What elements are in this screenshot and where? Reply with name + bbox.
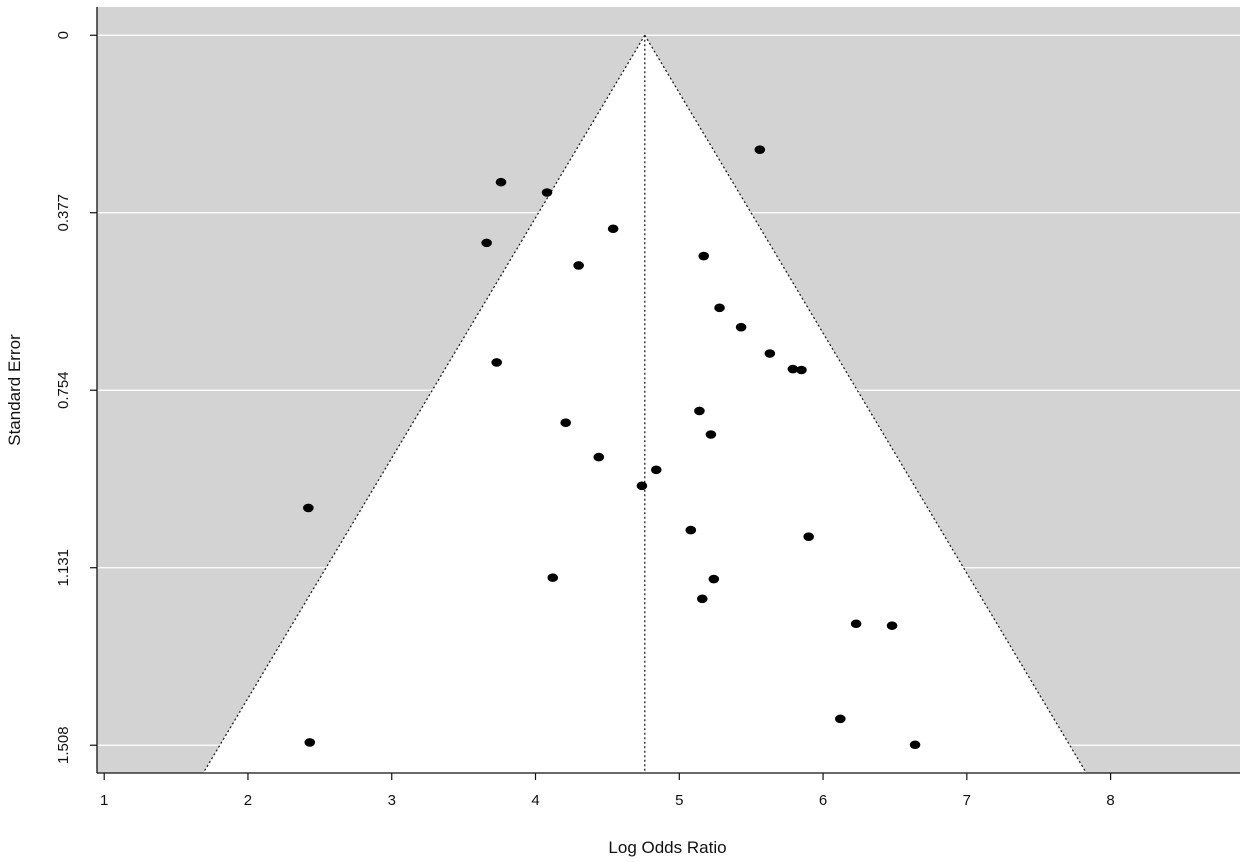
left-confidence-bound — [202, 34, 646, 774]
data-point-0 — [754, 145, 766, 154]
data-point-21 — [803, 532, 814, 541]
data-point-14 — [560, 418, 572, 428]
x-tick-label-6: 7 — [963, 792, 971, 809]
data-point-6 — [573, 261, 584, 270]
x-tick-label-5: 6 — [819, 792, 827, 809]
data-point-17 — [650, 465, 662, 475]
y-tick-label-2: 0.754 — [55, 371, 72, 409]
data-point-15 — [705, 430, 717, 439]
x-tick-label-2: 3 — [388, 792, 396, 809]
y-tick-label-1: 0.377 — [55, 194, 72, 232]
data-point-2 — [541, 188, 553, 197]
data-point-23 — [708, 574, 720, 584]
data-point-4 — [481, 238, 492, 248]
data-point-5 — [698, 251, 710, 261]
data-point-28 — [304, 738, 316, 747]
y-tick-label-0: 0 — [55, 31, 72, 39]
data-point-12 — [796, 365, 807, 375]
x-tick-label-4: 5 — [675, 792, 683, 809]
y-axis-title: Standard Error — [5, 334, 24, 446]
data-points — [303, 145, 921, 750]
data-point-29 — [909, 740, 921, 750]
y-tick-label-4: 1.508 — [55, 726, 72, 764]
data-point-26 — [886, 621, 898, 630]
right-confidence-bound — [644, 34, 1087, 774]
funnel-region — [203, 35, 1087, 774]
data-point-13 — [694, 406, 705, 416]
x-axis-ticks: 1 2 3 4 5 6 7 8 — [100, 773, 1115, 809]
x-tick-label-0: 1 — [100, 792, 108, 809]
data-point-24 — [696, 594, 708, 604]
y-axis-ticks: 0 0.377 0.754 1.131 1.508 — [55, 31, 97, 764]
data-point-22 — [547, 573, 559, 582]
x-tick-label-3: 4 — [531, 792, 539, 809]
data-point-7 — [714, 303, 725, 313]
x-tick-label-1: 2 — [244, 792, 252, 809]
data-point-3 — [607, 224, 619, 234]
data-point-25 — [850, 619, 862, 629]
data-point-9 — [764, 349, 776, 358]
data-point-10 — [491, 358, 502, 367]
data-point-19 — [303, 503, 314, 513]
y-tick-label-3: 1.131 — [55, 549, 72, 587]
data-point-8 — [735, 322, 747, 332]
data-point-11 — [787, 364, 799, 374]
x-tick-label-7: 8 — [1106, 792, 1114, 809]
x-axis-title: Log Odds Ratio — [608, 838, 726, 857]
data-point-16 — [593, 452, 605, 462]
data-point-27 — [835, 714, 846, 724]
data-point-1 — [495, 177, 507, 187]
data-point-18 — [636, 481, 648, 491]
data-point-20 — [685, 525, 697, 535]
